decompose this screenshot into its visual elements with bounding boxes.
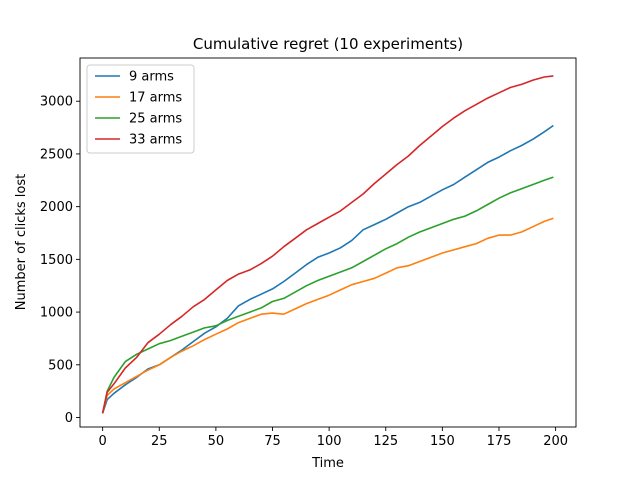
series-line-2	[101, 176, 554, 414]
legend-label-3: 33 arms	[129, 133, 182, 148]
plot-area	[79, 57, 577, 428]
legend-box	[86, 64, 195, 154]
y-tick-label: 2500	[40, 147, 73, 162]
x-tick-label: 200	[543, 434, 568, 449]
x-tick-label: 125	[373, 434, 398, 449]
x-tick-label: 50	[208, 434, 225, 449]
y-axis-label: Number of clicks lost	[14, 174, 29, 310]
x-tick-label: 175	[487, 434, 512, 449]
legend-label-2: 25 arms	[129, 112, 182, 127]
legend-label-1: 17 arms	[129, 91, 182, 106]
legend: 9 arms 17 arms 25 arms 33 arms	[86, 64, 195, 154]
y-tick-label: 500	[48, 358, 73, 373]
y-tick-label: 0	[65, 411, 73, 426]
x-tick-label: 75	[264, 434, 281, 449]
x-axis: 0 25 50 75 100 125 150 175 200	[99, 427, 568, 449]
legend-label-0: 9 arms	[129, 70, 174, 85]
y-tick-label: 2000	[40, 200, 73, 215]
x-tick-label: 100	[317, 434, 342, 449]
chart-title: Cumulative regret (10 experiments)	[193, 35, 463, 53]
x-tick-label: 25	[151, 434, 168, 449]
x-tick-label: 0	[99, 434, 107, 449]
y-tick-label: 3000	[40, 95, 73, 110]
plot-frame	[79, 57, 577, 428]
series-line-1	[101, 217, 554, 414]
series-line-3	[101, 75, 554, 414]
x-tick-label: 150	[430, 434, 455, 449]
y-tick-label: 1500	[40, 253, 73, 268]
y-axis: 0 500 1000 1500 2000 2500 3000	[40, 95, 80, 426]
y-tick-label: 1000	[40, 306, 73, 321]
x-axis-label: Time	[311, 456, 344, 471]
